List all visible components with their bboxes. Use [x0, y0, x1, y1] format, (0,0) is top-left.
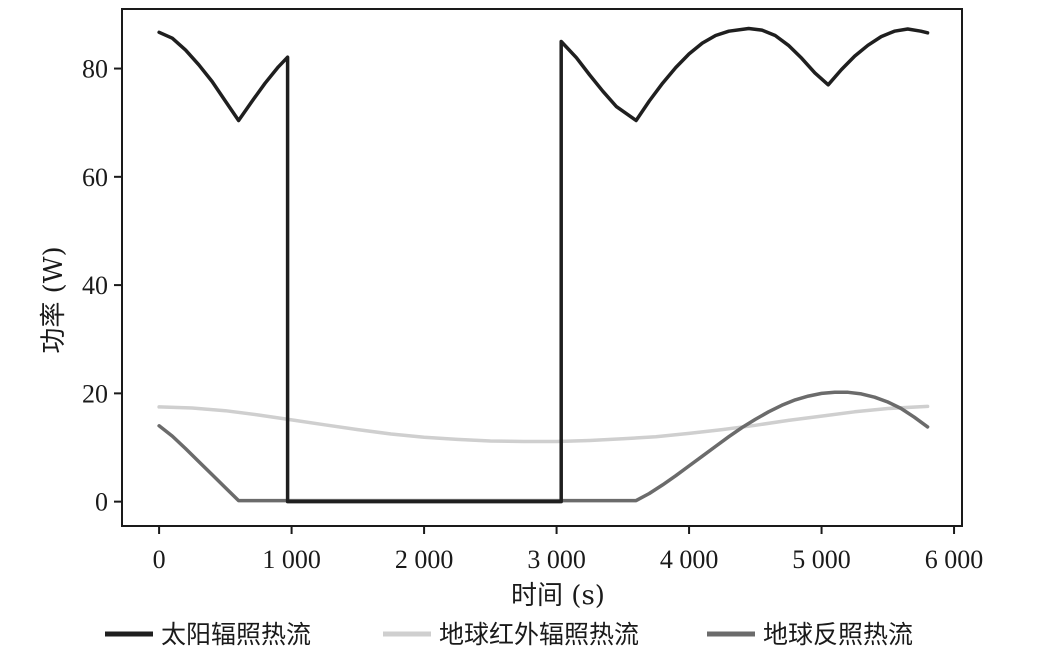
y-axis-ticks: 0 20 40 60 80 [82, 55, 122, 517]
series-line-2 [157, 390, 930, 503]
y-tick-label: 20 [82, 379, 108, 408]
series-layer [157, 26, 930, 504]
y-axis-title: 功率 (W) [39, 246, 69, 353]
x-axis-ticks: 0 1 000 2 000 3 000 4 000 5 000 6 000 [153, 526, 984, 574]
legend-label-2: 地球反照热流 [763, 620, 913, 649]
x-axis-title: 时间 (s) [511, 581, 605, 611]
x-tick-label: 3 000 [527, 545, 586, 574]
y-tick-label: 0 [95, 488, 108, 517]
x-tick-label: 5 000 [792, 545, 851, 574]
x-tick-label: 2 000 [395, 545, 454, 574]
y-tick-label: 60 [82, 163, 108, 192]
plot-frame [121, 8, 963, 527]
legend: 太阳辐照热流 地球红外辐照热流 地球反照热流 [105, 620, 913, 649]
y-tick-label: 80 [82, 55, 108, 84]
series-line-0 [157, 26, 930, 504]
x-tick-label: 1 000 [262, 545, 321, 574]
y-tick-label: 40 [82, 271, 108, 300]
x-tick-label: 6 000 [925, 545, 984, 574]
legend-label-1: 地球红外辐照热流 [439, 620, 639, 649]
series-line-1 [157, 404, 930, 444]
x-tick-label: 4 000 [660, 545, 719, 574]
legend-label-0: 太阳辐照热流 [161, 620, 311, 649]
x-tick-label: 0 [153, 545, 166, 574]
